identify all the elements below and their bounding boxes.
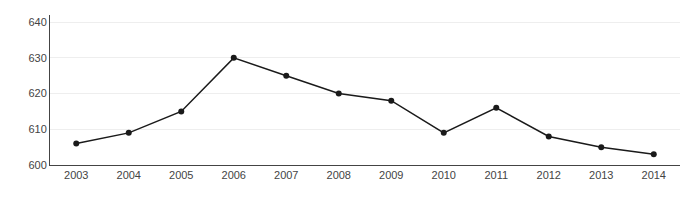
svg-text:600: 600 [28, 159, 46, 171]
svg-text:2011: 2011 [484, 169, 508, 181]
svg-text:2004: 2004 [117, 169, 141, 181]
svg-text:620: 620 [28, 87, 46, 99]
svg-text:2009: 2009 [379, 169, 403, 181]
svg-text:2010: 2010 [432, 169, 456, 181]
svg-text:2007: 2007 [274, 169, 298, 181]
svg-text:2012: 2012 [537, 169, 561, 181]
svg-text:2008: 2008 [327, 169, 351, 181]
svg-text:2013: 2013 [589, 169, 613, 181]
svg-text:610: 610 [28, 123, 46, 135]
svg-text:2005: 2005 [169, 169, 193, 181]
svg-text:640: 640 [28, 16, 46, 28]
svg-text:630: 630 [28, 52, 46, 64]
svg-text:2014: 2014 [642, 169, 666, 181]
svg-text:2003: 2003 [64, 169, 88, 181]
svg-text:2006: 2006 [222, 169, 246, 181]
